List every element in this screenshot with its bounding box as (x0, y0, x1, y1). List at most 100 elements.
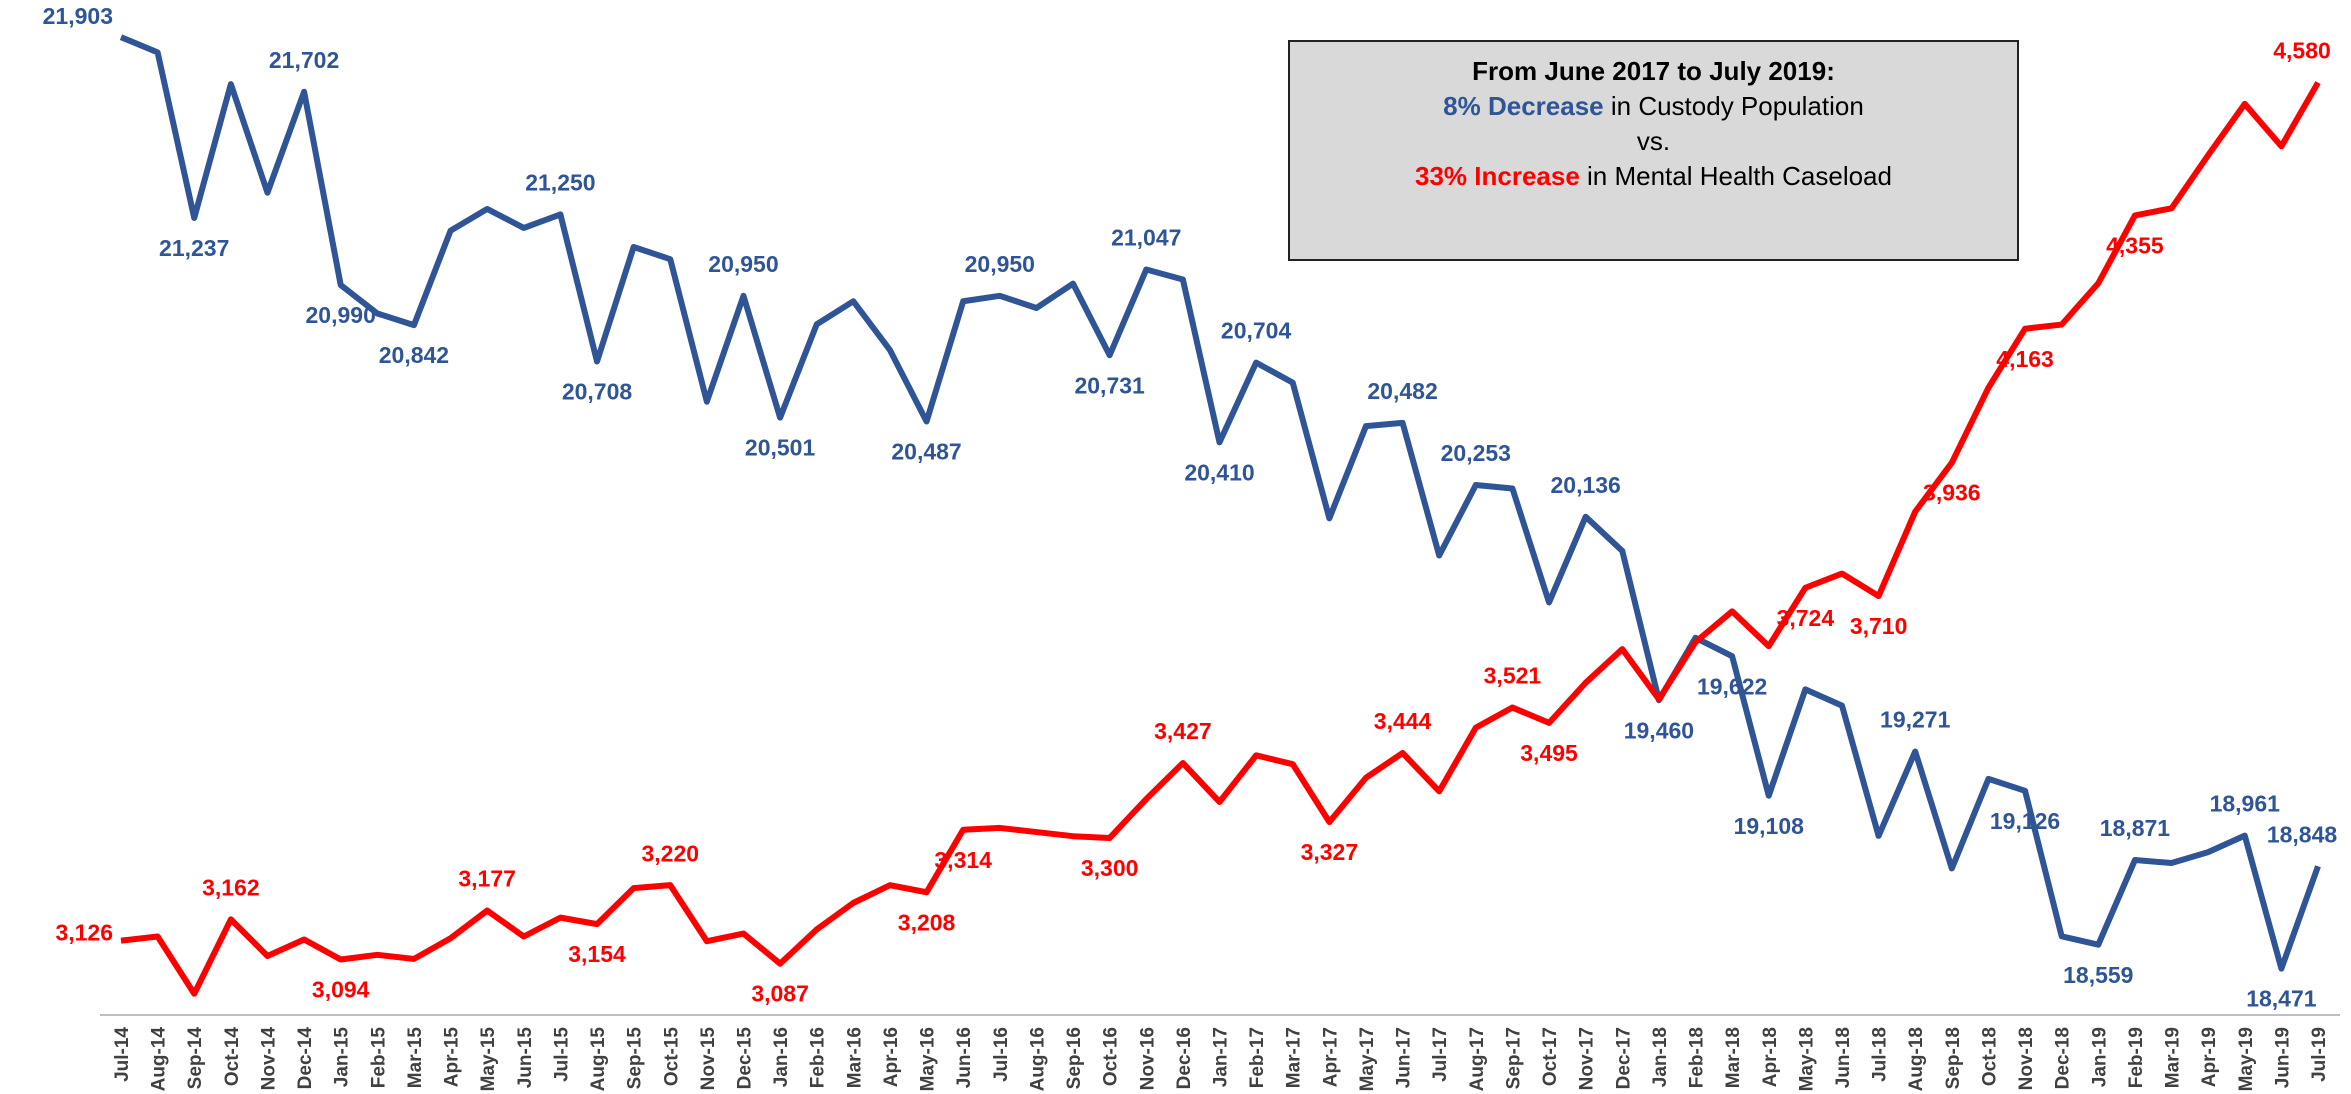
data-label: 21,047 (1111, 225, 1181, 251)
data-label: 18,871 (2100, 815, 2171, 841)
x-tick-label: Jun-15 (515, 1027, 536, 1089)
x-tick-label: May-16 (918, 1027, 939, 1091)
x-tick-label: Aug-15 (588, 1027, 609, 1092)
data-label: 19,460 (1624, 717, 1694, 743)
annotation-line: vs. (1636, 126, 1671, 156)
x-tick-label: Dec-16 (1174, 1027, 1195, 1089)
data-label: 3,162 (202, 874, 260, 900)
data-label: 3,427 (1154, 718, 1212, 744)
x-tick-label: Jun-19 (2272, 1027, 2293, 1088)
data-label: 20,136 (1550, 472, 1620, 498)
data-label: 20,990 (306, 302, 376, 328)
data-label: 19,271 (1880, 707, 1951, 733)
x-tick-label: Apr-18 (1760, 1027, 1781, 1087)
data-label: 19,126 (1990, 808, 2060, 834)
data-label: 3,314 (934, 847, 992, 873)
x-tick-label: Nov-14 (258, 1027, 279, 1091)
annotation-line: 8% Decrease in Custody Population (1290, 89, 2017, 124)
x-tick-label: Apr-19 (2199, 1027, 2220, 1087)
series-line (120, 81, 2321, 997)
data-label: 20,253 (1441, 440, 1511, 466)
x-tick-label: Sep-17 (1503, 1027, 1524, 1089)
x-tick-label: Aug-17 (1467, 1027, 1488, 1091)
data-label: 18,848 (2267, 821, 2338, 847)
data-label: 3,710 (1850, 613, 1908, 639)
annotation-text: in Mental Health Caseload (1579, 161, 1892, 191)
data-label: 3,220 (641, 840, 699, 866)
series-line (119, 34, 2321, 972)
x-tick-label: Oct-16 (1101, 1027, 1122, 1086)
x-tick-label: Jun-18 (1833, 1027, 1854, 1088)
x-tick-label: Jul-18 (1870, 1027, 1891, 1082)
x-tick-label: Oct-15 (661, 1027, 682, 1087)
x-tick-label: Dec-14 (295, 1027, 316, 1090)
data-label: 3,177 (458, 866, 516, 892)
data-label: 19,622 (1697, 673, 1767, 699)
x-tick-label: Nov-15 (698, 1027, 719, 1091)
data-label: 20,704 (1221, 318, 1292, 344)
x-tick-label: Dec-15 (734, 1027, 755, 1090)
x-tick-label: Jan-17 (1211, 1027, 1232, 1087)
x-tick-label: Oct-17 (1540, 1027, 1561, 1086)
data-label: 4,580 (2273, 38, 2331, 64)
data-label: 20,950 (965, 251, 1035, 277)
x-tick-label: Feb-16 (808, 1027, 829, 1088)
annotation-text: in Custody Population (1603, 91, 1864, 121)
data-label: 21,702 (269, 47, 339, 73)
data-label: 20,501 (745, 435, 816, 461)
data-label: 18,471 (2246, 986, 2317, 1012)
x-tick-label: Aug-18 (1906, 1027, 1927, 1091)
data-label: 18,961 (2210, 791, 2281, 817)
data-label: 21,250 (525, 169, 595, 195)
data-label: 20,482 (1367, 378, 1437, 404)
data-label: 3,300 (1081, 855, 1139, 881)
annotation-line: From June 2017 to July 2019: (1472, 56, 1835, 86)
x-tick-label: Feb-15 (368, 1027, 389, 1089)
x-tick-label: Jul-19 (2309, 1027, 2330, 1082)
x-tick-label: Jul-14 (112, 1027, 133, 1082)
data-label: 20,842 (379, 342, 449, 368)
data-label: 20,950 (708, 251, 778, 277)
data-label: 3,724 (1777, 605, 1835, 631)
data-label: 3,087 (751, 981, 809, 1007)
x-tick-label: Oct-18 (1979, 1027, 2000, 1086)
x-tick-label: Jan-18 (1650, 1027, 1671, 1087)
x-tick-label: Mar-17 (1284, 1027, 1305, 1088)
x-tick-label: May-18 (1796, 1027, 1817, 1091)
x-tick-label: May-19 (2236, 1027, 2257, 1091)
data-label: 19,108 (1734, 813, 1805, 839)
data-label: 20,708 (562, 379, 633, 405)
x-tick-label: Nov-16 (1137, 1027, 1158, 1090)
x-tick-label: Mar-16 (844, 1027, 865, 1088)
annotation-line: 33% Increase in Mental Health Caseload (1290, 159, 2017, 194)
data-label: 21,237 (159, 235, 229, 261)
data-label: 20,410 (1184, 459, 1254, 485)
data-label: 3,327 (1301, 839, 1359, 865)
x-tick-label: Jul-16 (991, 1027, 1012, 1082)
x-tick-label: Oct-14 (222, 1027, 243, 1087)
data-label: 3,094 (312, 977, 370, 1003)
x-tick-label: Jun-16 (954, 1027, 975, 1088)
x-tick-label: Aug-14 (149, 1027, 170, 1092)
x-tick-label: Jun-17 (1394, 1027, 1415, 1088)
data-label: 4,355 (2106, 232, 2164, 258)
data-label: 3,936 (1923, 480, 1981, 506)
data-label: 3,521 (1484, 663, 1542, 689)
data-label: 20,487 (891, 439, 961, 465)
x-tick-label: Feb-18 (1687, 1027, 1708, 1088)
x-tick-label: Jan-16 (771, 1027, 792, 1087)
x-tick-label: Dec-18 (2053, 1027, 2074, 1089)
data-label: 3,495 (1520, 740, 1578, 766)
x-tick-label: May-15 (478, 1027, 499, 1092)
x-tick-label: Sep-18 (1943, 1027, 1964, 1089)
x-tick-label: Jul-15 (551, 1027, 572, 1082)
x-tick-label: Mar-19 (2163, 1027, 2184, 1088)
x-tick-label: Aug-16 (1027, 1027, 1048, 1091)
x-tick-label: Nov-18 (2016, 1027, 2037, 1090)
x-tick-label: Dec-17 (1613, 1027, 1634, 1089)
x-tick-label: Apr-17 (1320, 1027, 1341, 1087)
x-tick-label: Sep-15 (625, 1027, 646, 1090)
annotation-highlight: 33% Increase (1415, 161, 1580, 191)
